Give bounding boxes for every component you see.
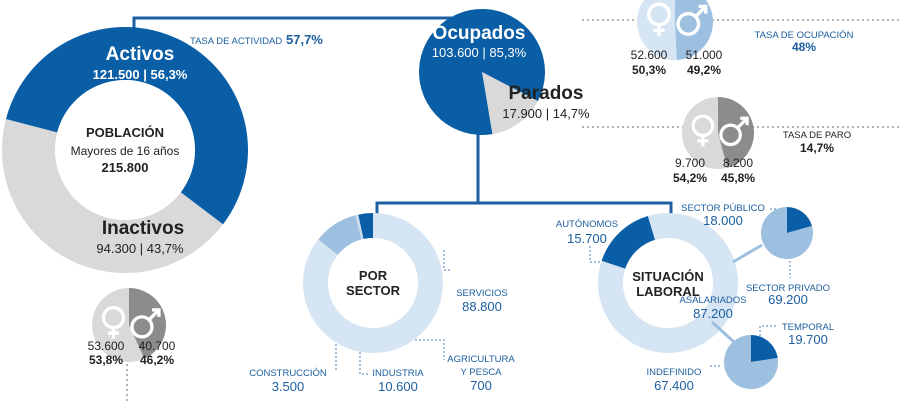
situacion-hole	[623, 238, 713, 328]
construccion-label: CONSTRUCCIÓN	[249, 368, 327, 379]
inactivos-hombres-value: 40.700	[139, 339, 176, 353]
sector-privado-slice	[761, 207, 813, 259]
poblacion-total: 215.800	[102, 160, 149, 175]
inactivos-hombres-pct: 46,2%	[140, 353, 174, 367]
autonomos-label: AUTÓNOMOS	[556, 219, 618, 230]
ocupados-value: 103.600 | 85,3%	[432, 45, 527, 60]
female-symbol-icon	[101, 305, 126, 339]
servicios-value: 88.800	[462, 299, 502, 314]
inactivos-value: 94.300 | 43,7%	[96, 241, 184, 256]
connector-sector-pie	[732, 243, 763, 264]
parados-slice	[482, 72, 538, 135]
agricultura-slice	[355, 214, 364, 240]
industria-value: 10.600	[378, 379, 418, 394]
parados-sexo-hombres-slice	[718, 97, 754, 168]
parados-value: 17.900 | 14,7%	[502, 106, 590, 121]
indefinido-label: INDEFINIDO	[647, 367, 702, 378]
por-sector-hole	[328, 238, 418, 328]
sector-privado-value: 69.200	[768, 292, 808, 307]
situacion-title-1: SITUACIÓN	[632, 269, 704, 284]
indefinido-value: 67.400	[654, 378, 694, 393]
activos-slice	[5, 26, 249, 225]
male-symbol-icon	[676, 4, 708, 36]
activos-value: 121.500 | 56,3%	[93, 67, 188, 82]
sector-publico-value: 18.000	[703, 213, 743, 228]
connector-split	[375, 201, 673, 220]
parados-hombres-pct: 45,8%	[721, 171, 755, 185]
tasa-actividad-value: 57,7%	[286, 32, 323, 47]
ocupados-mujeres-pct: 50,3%	[632, 63, 666, 77]
poblacion-subtitle: Mayores de 16 años	[71, 144, 180, 158]
inactivos-label: Inactivos	[102, 218, 184, 239]
ocupados-mujeres-value: 52.600	[631, 48, 668, 62]
agricultura-value: 700	[470, 378, 492, 393]
industria-slice	[318, 215, 362, 255]
parados-mujeres-pct: 54,2%	[673, 171, 707, 185]
tasa-ocupacion-label: TASA DE OCUPACIÓN	[755, 30, 854, 41]
servicios-slice	[303, 213, 443, 353]
temporal-slice	[751, 335, 778, 362]
agricultura-label-1: AGRICULTURA	[447, 354, 515, 365]
tasa-paro-value: 14,7%	[800, 141, 834, 155]
leader-autonomos	[589, 246, 612, 263]
sector-publico-label: SECTOR PÚBLICO	[681, 203, 765, 214]
autonomos-slice	[601, 215, 656, 269]
female-symbol-icon	[691, 114, 715, 147]
sector-privado-label: SECTOR PRIVADO	[746, 283, 830, 294]
construccion-value: 3.500	[272, 379, 305, 394]
asalariados-slice	[598, 213, 739, 353]
agricultura-label-2: Y PESCA	[460, 367, 502, 378]
female-symbol-icon	[647, 2, 672, 36]
parados-mujeres-value: 9.700	[675, 156, 705, 170]
por-sector-title-1: POR	[359, 268, 388, 283]
leader-servicios	[443, 250, 452, 271]
indefinido-slice	[723, 335, 778, 389]
parados-hombres-value: 8.200	[723, 156, 753, 170]
autonomos-value: 15.700	[567, 231, 607, 246]
male-symbol-icon	[719, 116, 749, 147]
servicios-label: SERVICIOS	[456, 288, 508, 299]
ocupados-hombres-value: 51.000	[686, 48, 723, 62]
tasa-ocupacion-value: 48%	[792, 40, 816, 54]
inactivos-mujeres-pct: 53,8%	[89, 353, 123, 367]
por-sector-title-2: SECTOR	[346, 283, 401, 298]
ocupados-hombres-pct: 49,2%	[687, 63, 721, 77]
sector-publico-slice	[787, 207, 813, 233]
poblacion-title: POBLACIÓN	[86, 125, 164, 140]
tasa-paro-label: TASA DE PARO	[783, 130, 851, 141]
inactivos-sexo-hombres-slice	[129, 288, 167, 359]
industria-label: INDUSTRIA	[372, 368, 424, 379]
inactivos-slice	[1, 119, 223, 273]
temporal-value: 19.700	[788, 332, 828, 347]
parados-sexo-mujeres-slice	[681, 96, 728, 169]
tasa-actividad-label: TASA DE ACTIVIDAD	[190, 36, 282, 47]
male-symbol-icon	[130, 308, 161, 339]
parados-label: Parados	[509, 83, 584, 104]
connector-contrato-pie	[710, 320, 736, 344]
activos-label: Activos	[106, 44, 175, 65]
asalariados-value: 87.200	[693, 306, 733, 321]
leader-temporal	[759, 325, 778, 340]
asalariados-label: ASALARIADOS	[679, 295, 746, 306]
inactivos-mujeres-value: 53.600	[88, 339, 125, 353]
ocupados-label: Ocupados	[433, 23, 526, 44]
leader-industria	[359, 348, 370, 375]
construccion-slice	[358, 213, 373, 240]
ocupados-slice	[419, 9, 545, 136]
poblacion-hole	[55, 80, 195, 220]
situacion-title-2: LABORAL	[636, 284, 700, 299]
temporal-label: TEMPORAL	[782, 322, 834, 333]
